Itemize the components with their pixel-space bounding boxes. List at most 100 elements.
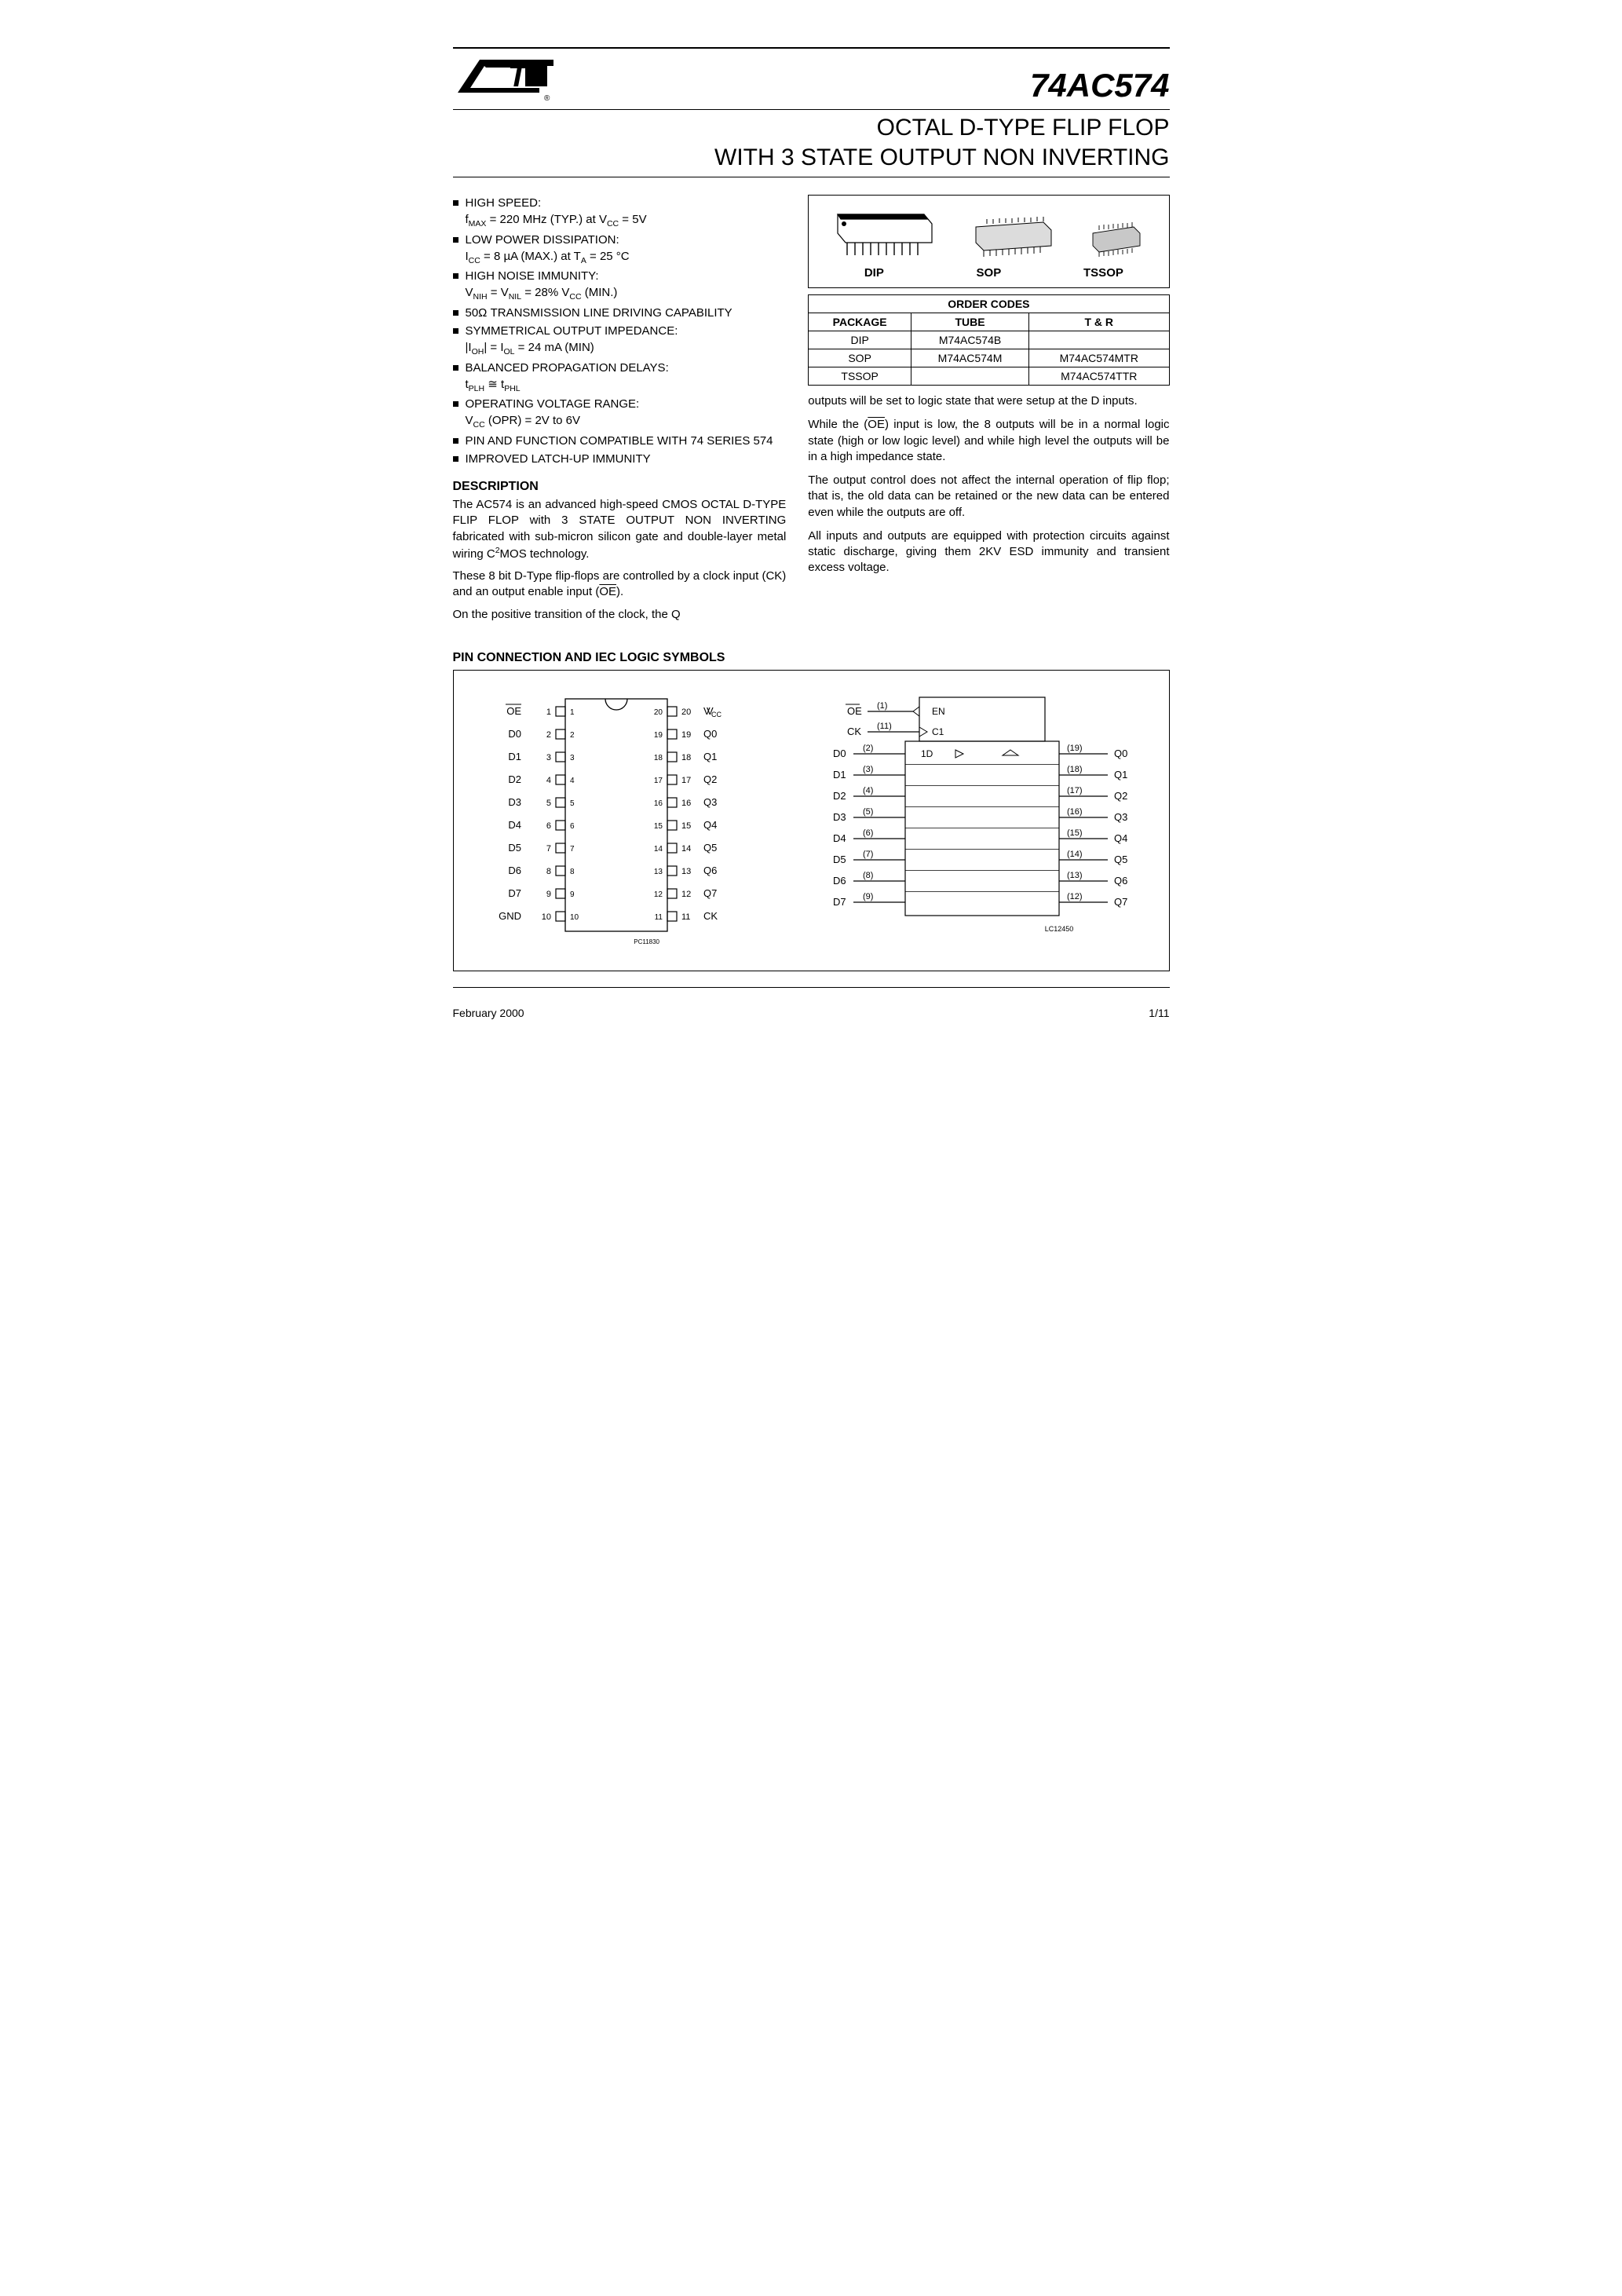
svg-text:16: 16 (681, 799, 691, 808)
right-p2: While the (OE) input is low, the 8 outpu… (808, 417, 1169, 465)
svg-text:12: 12 (654, 890, 663, 899)
svg-text:Q2: Q2 (703, 773, 717, 785)
svg-text:®: ® (544, 94, 550, 102)
table-cell: SOP (809, 349, 911, 367)
svg-text:14: 14 (654, 845, 663, 854)
svg-text:8: 8 (546, 867, 551, 876)
description-body: The AC574 is an advanced high-speed CMOS… (453, 497, 787, 623)
feature-item: IMPROVED LATCH-UP IMMUNITY (453, 451, 787, 467)
footer-date: February 2000 (453, 1007, 524, 1019)
svg-text:Q0: Q0 (1114, 748, 1127, 759)
footer: February 2000 1/11 (453, 1007, 1170, 1019)
svg-text:11: 11 (681, 912, 690, 922)
svg-text:10: 10 (542, 912, 551, 922)
svg-text:6: 6 (570, 822, 575, 831)
feature-item: HIGH SPEED:fMAX = 220 MHz (TYP.) at VCC … (453, 195, 787, 230)
svg-text:7: 7 (570, 845, 575, 854)
svg-text:(6): (6) (863, 828, 873, 838)
svg-text:13: 13 (654, 868, 663, 876)
svg-text:D2: D2 (833, 790, 846, 802)
svg-text:Q1: Q1 (1114, 769, 1127, 781)
svg-text:D5: D5 (833, 854, 846, 865)
svg-text:EN: EN (932, 706, 945, 717)
svg-text:D7: D7 (509, 887, 522, 899)
table-cell: TSSOP (809, 367, 911, 386)
svg-text:3: 3 (570, 754, 575, 762)
svg-text:11: 11 (655, 913, 663, 922)
svg-text:Q2: Q2 (1114, 790, 1127, 802)
table-cell (911, 367, 1028, 386)
order-codes-title: ORDER CODES (809, 295, 1169, 313)
svg-text:9: 9 (570, 890, 575, 899)
iec-logic-diagram: OE(1)ENCK(11)C11DD0(2)(19)Q0D1(3)(18)Q1D… (817, 689, 1147, 956)
package-box: DIP SOP TSSOP (808, 195, 1169, 288)
svg-text:Q4: Q4 (1114, 832, 1127, 844)
pin-diagrams-box: 1OE120VVCC202D0219Q0193D1318Q1184D2417Q2… (453, 670, 1170, 971)
description-heading: DESCRIPTION (453, 480, 787, 494)
svg-text:18: 18 (681, 753, 691, 762)
svg-text:(19): (19) (1067, 744, 1083, 753)
svg-text:D0: D0 (509, 728, 522, 740)
svg-text:C1: C1 (932, 726, 944, 737)
svg-text:Q1: Q1 (703, 751, 717, 762)
description-p1: The AC574 is an advanced high-speed CMOS… (453, 497, 787, 562)
package-labels: DIP SOP TSSOP (816, 266, 1160, 280)
svg-text:15: 15 (654, 822, 663, 831)
svg-text:2: 2 (570, 731, 575, 740)
svg-text:10: 10 (570, 913, 579, 922)
svg-text:CK: CK (703, 910, 718, 922)
order-col-head: TUBE (911, 313, 1028, 331)
package-images (816, 207, 1160, 261)
svg-text:Q6: Q6 (703, 865, 717, 876)
svg-text:20: 20 (681, 707, 691, 717)
svg-text:1: 1 (546, 707, 551, 717)
svg-text:CC: CC (711, 711, 721, 718)
pinout-diagram: 1OE120VVCC202D0219Q0193D1318Q1184D2417Q2… (475, 689, 758, 956)
pin-section-heading: PIN CONNECTION AND IEC LOGIC SYMBOLS (453, 651, 1170, 665)
right-p4: All inputs and outputs are equipped with… (808, 528, 1169, 576)
svg-text:2: 2 (546, 730, 551, 740)
order-col-head: PACKAGE (809, 313, 911, 331)
svg-text:17: 17 (681, 776, 691, 785)
part-number: 74AC574 (1030, 67, 1169, 104)
svg-text:5: 5 (570, 799, 575, 808)
table-row: TSSOPM74AC574TTR (809, 367, 1169, 386)
svg-text:(13): (13) (1067, 871, 1083, 880)
document-title: OCTAL D-TYPE FLIP FLOP WITH 3 STATE OUTP… (453, 113, 1170, 172)
table-cell: M74AC574M (911, 349, 1028, 367)
svg-text:D4: D4 (833, 832, 846, 844)
svg-text:Q7: Q7 (703, 887, 717, 899)
svg-text:Q4: Q4 (703, 819, 717, 831)
svg-text:D1: D1 (509, 751, 522, 762)
features-list: HIGH SPEED:fMAX = 220 MHz (TYP.) at VCC … (453, 195, 787, 467)
svg-text:(7): (7) (863, 850, 873, 859)
right-p3: The output control does not affect the i… (808, 473, 1169, 521)
svg-text:(1): (1) (877, 701, 887, 711)
title-line-1: OCTAL D-TYPE FLIP FLOP (877, 115, 1170, 141)
svg-text:(18): (18) (1067, 765, 1083, 774)
svg-text:D4: D4 (509, 819, 522, 831)
title-line-2: WITH 3 STATE OUTPUT NON INVERTING (714, 144, 1169, 170)
svg-text:Q5: Q5 (1114, 854, 1127, 865)
table-row: DIPM74AC574B (809, 331, 1169, 349)
feature-item: SYMMETRICAL OUTPUT IMPEDANCE:|IOH| = IOL… (453, 323, 787, 358)
svg-text:D0: D0 (833, 748, 846, 759)
svg-text:12: 12 (681, 890, 691, 899)
description-p3: On the positive transition of the clock,… (453, 607, 787, 623)
svg-text:19: 19 (681, 730, 691, 740)
pkg-label-sop: SOP (931, 266, 1046, 280)
feature-item: PIN AND FUNCTION COMPATIBLE WITH 74 SERI… (453, 433, 787, 449)
svg-text:4: 4 (570, 777, 575, 785)
svg-text:8: 8 (570, 868, 575, 876)
svg-text:D2: D2 (509, 773, 522, 785)
svg-text:CK: CK (847, 726, 861, 737)
svg-text:Q3: Q3 (703, 796, 717, 808)
svg-text:7: 7 (546, 844, 551, 854)
order-codes-table: ORDER CODES PACKAGETUBET & R DIPM74AC574… (808, 294, 1169, 386)
order-col-head: T & R (1029, 313, 1169, 331)
svg-text:OE: OE (506, 705, 521, 717)
table-cell: M74AC574MTR (1029, 349, 1169, 367)
description-p2: These 8 bit D-Type flip-flops are contro… (453, 569, 787, 601)
feature-item: HIGH NOISE IMMUNITY:VNIH = VNIL = 28% VC… (453, 268, 787, 303)
table-row: SOPM74AC574MM74AC574MTR (809, 349, 1169, 367)
